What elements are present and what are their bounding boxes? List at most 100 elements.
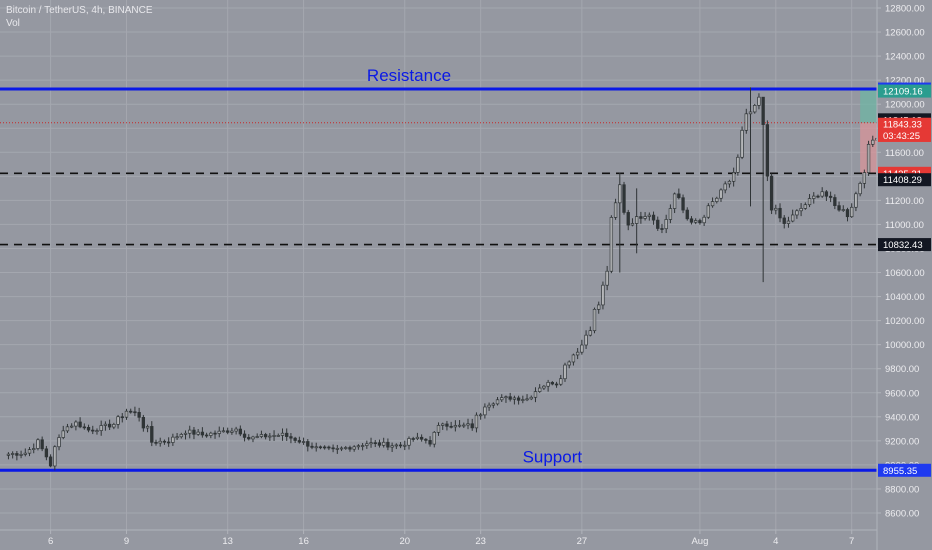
candle-body — [323, 446, 327, 449]
candle — [112, 422, 116, 430]
candle — [289, 432, 293, 444]
candle-body — [441, 423, 445, 426]
candle-body — [318, 446, 323, 449]
price-axis[interactable]: 8600.008800.009000.009200.009400.009600.… — [876, 0, 932, 550]
candle-body — [65, 426, 70, 432]
candle — [65, 423, 70, 434]
candle-body — [563, 364, 567, 380]
candle — [15, 451, 19, 461]
candle-body — [386, 441, 390, 448]
candle — [580, 339, 584, 355]
price-tick-label: 10200.00 — [885, 316, 925, 327]
candle — [795, 209, 799, 219]
candle-body — [57, 437, 61, 448]
candle — [529, 395, 533, 401]
candle-body — [837, 205, 841, 211]
candle — [449, 421, 453, 429]
candle-body — [799, 208, 803, 212]
candle — [698, 218, 702, 225]
candle — [597, 301, 601, 314]
candle — [816, 194, 820, 199]
candle — [588, 326, 592, 337]
price-tag — [878, 173, 931, 187]
candle — [419, 434, 424, 442]
candle-body — [538, 387, 542, 392]
candle-body — [651, 214, 656, 221]
price-tick-label: 9200.00 — [885, 436, 919, 447]
candle — [748, 87, 753, 207]
candle-body — [280, 432, 285, 436]
candle — [268, 433, 272, 441]
candle-body — [871, 139, 875, 145]
candle — [365, 440, 369, 449]
candle — [272, 430, 276, 441]
candle-body — [268, 435, 272, 438]
time-tick-label: 7 — [849, 536, 854, 547]
candle-body — [6, 453, 11, 456]
candle — [428, 436, 432, 447]
annotations-layer: Resistance Support — [367, 61, 913, 466]
candle — [213, 430, 217, 439]
candle-body — [807, 198, 812, 206]
candle — [352, 445, 356, 452]
candle-body — [757, 96, 761, 106]
candle — [466, 418, 470, 430]
candle — [124, 408, 129, 420]
candle-body — [301, 441, 306, 443]
candle-body — [306, 441, 310, 447]
candle — [247, 434, 251, 441]
candle — [563, 362, 567, 382]
candle-body — [10, 453, 15, 455]
candle-body — [145, 426, 150, 429]
candle-body — [289, 436, 293, 439]
candle-body — [158, 440, 162, 444]
candle-body — [74, 421, 78, 427]
candle — [845, 207, 850, 222]
candle — [386, 438, 390, 451]
candle — [462, 422, 466, 429]
candle — [398, 441, 403, 449]
candle-body — [504, 396, 508, 399]
time-axis[interactable]: 6 9 13 16 20 23 27 Aug 4 7 — [0, 529, 877, 547]
candle-body — [626, 212, 630, 226]
price-tag — [878, 463, 931, 477]
candle-body — [86, 426, 91, 431]
candle — [828, 191, 833, 203]
candle-body — [533, 391, 538, 398]
candle — [651, 211, 656, 225]
candle-body — [251, 436, 255, 440]
candle-body — [567, 361, 571, 366]
price-tag — [878, 128, 931, 142]
candle — [360, 443, 365, 451]
candle — [584, 330, 588, 350]
candle — [331, 444, 335, 453]
candle-body — [769, 175, 774, 211]
candle-body — [217, 430, 221, 434]
candle — [765, 120, 770, 182]
candle — [314, 442, 318, 452]
candle — [263, 432, 268, 440]
candle-body — [91, 429, 95, 432]
time-tick-label: 23 — [475, 536, 486, 547]
candle-body — [601, 284, 605, 306]
candle-body — [247, 437, 251, 440]
candle-body — [255, 436, 259, 438]
candle — [681, 194, 685, 214]
candle-body — [483, 406, 487, 416]
candle-body — [230, 430, 234, 433]
candle-body — [382, 441, 386, 446]
candle — [82, 423, 86, 430]
candle — [731, 167, 736, 187]
candle-body — [436, 425, 441, 433]
candle — [685, 207, 689, 221]
candle-body — [53, 446, 57, 467]
candle — [833, 194, 837, 210]
candle-body — [791, 214, 795, 222]
candle-body — [782, 217, 786, 224]
candle — [188, 425, 192, 439]
candle — [757, 93, 761, 110]
candle-body — [656, 219, 660, 229]
candle — [445, 420, 449, 431]
symbol-title: Bitcoin / TetherUS, 4h, BINANCE — [6, 5, 153, 16]
